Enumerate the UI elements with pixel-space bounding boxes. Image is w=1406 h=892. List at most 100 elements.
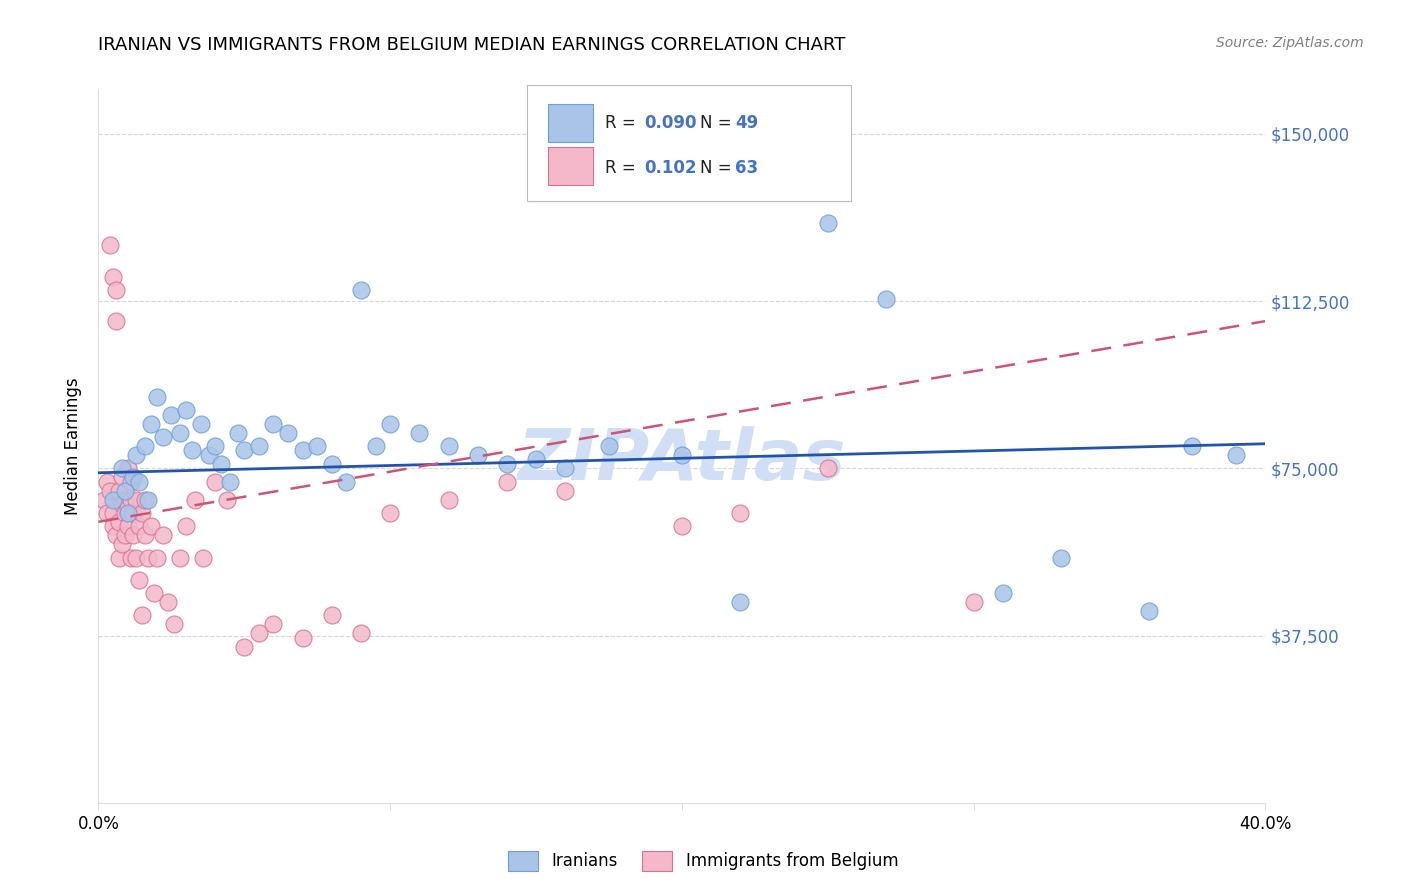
- Point: [1225, 448, 1247, 462]
- Point: [962, 595, 984, 609]
- Point: [991, 586, 1014, 600]
- Point: [350, 283, 373, 297]
- Point: [131, 506, 153, 520]
- Point: [122, 506, 145, 520]
- Point: [125, 550, 148, 565]
- Point: [131, 608, 153, 623]
- Point: [108, 483, 131, 498]
- Point: [671, 448, 693, 462]
- Point: [554, 483, 576, 498]
- Point: [233, 443, 256, 458]
- Point: [180, 443, 202, 458]
- Point: [120, 492, 142, 507]
- Point: [146, 390, 169, 404]
- Point: [125, 448, 148, 462]
- Text: ZIPAtlas: ZIPAtlas: [517, 425, 846, 495]
- Point: [817, 461, 839, 475]
- Point: [139, 519, 162, 533]
- Point: [128, 573, 150, 587]
- Point: [93, 492, 115, 507]
- Point: [101, 492, 124, 507]
- Point: [218, 475, 240, 489]
- Point: [160, 408, 183, 422]
- Point: [496, 475, 519, 489]
- Point: [1050, 550, 1073, 565]
- Point: [96, 475, 118, 489]
- Text: 0.102: 0.102: [644, 159, 696, 177]
- Point: [193, 550, 215, 565]
- Text: IRANIAN VS IMMIGRANTS FROM BELGIUM MEDIAN EARNINGS CORRELATION CHART: IRANIAN VS IMMIGRANTS FROM BELGIUM MEDIA…: [98, 36, 846, 54]
- Text: 0.090: 0.090: [644, 114, 696, 132]
- Point: [111, 537, 134, 551]
- Text: N =: N =: [700, 114, 737, 132]
- Point: [157, 595, 180, 609]
- Text: 49: 49: [735, 114, 759, 132]
- Point: [262, 617, 284, 632]
- Point: [198, 448, 221, 462]
- Point: [598, 439, 620, 453]
- Point: [134, 439, 156, 453]
- Point: [247, 439, 270, 453]
- Point: [321, 457, 343, 471]
- Text: R =: R =: [605, 114, 641, 132]
- Point: [136, 492, 159, 507]
- Point: [122, 470, 145, 484]
- Point: [114, 492, 136, 507]
- Point: [1181, 439, 1204, 453]
- Point: [152, 528, 174, 542]
- Point: [134, 528, 156, 542]
- Point: [104, 528, 127, 542]
- Point: [125, 492, 148, 507]
- Point: [142, 586, 165, 600]
- Point: [307, 439, 329, 453]
- Point: [128, 475, 150, 489]
- Point: [437, 492, 460, 507]
- Point: [875, 292, 897, 306]
- Legend: Iranians, Immigrants from Belgium: Iranians, Immigrants from Belgium: [499, 842, 907, 880]
- Point: [104, 314, 127, 328]
- Point: [209, 457, 232, 471]
- Point: [183, 492, 205, 507]
- Point: [101, 506, 124, 520]
- Point: [111, 470, 134, 484]
- Point: [114, 483, 136, 498]
- Point: [190, 417, 212, 431]
- Point: [117, 501, 139, 516]
- Point: [111, 461, 134, 475]
- Point: [262, 417, 284, 431]
- Point: [139, 417, 162, 431]
- Point: [247, 626, 270, 640]
- Point: [114, 528, 136, 542]
- Point: [350, 626, 373, 640]
- Point: [730, 595, 752, 609]
- Point: [96, 506, 118, 520]
- Point: [98, 238, 121, 252]
- Text: Source: ZipAtlas.com: Source: ZipAtlas.com: [1216, 36, 1364, 50]
- Point: [215, 492, 238, 507]
- Point: [108, 550, 131, 565]
- Point: [817, 216, 839, 230]
- Point: [111, 497, 134, 511]
- Point: [380, 506, 402, 520]
- Point: [117, 519, 139, 533]
- Point: [233, 640, 256, 654]
- Y-axis label: Median Earnings: Median Earnings: [65, 377, 83, 515]
- Point: [554, 461, 576, 475]
- Point: [228, 425, 250, 440]
- Point: [364, 439, 387, 453]
- Point: [98, 483, 121, 498]
- Point: [152, 430, 174, 444]
- Point: [174, 403, 197, 417]
- Point: [730, 506, 752, 520]
- Point: [169, 425, 191, 440]
- Point: [467, 448, 489, 462]
- Point: [408, 425, 430, 440]
- Point: [146, 550, 169, 565]
- Point: [122, 528, 145, 542]
- Text: N =: N =: [700, 159, 737, 177]
- Point: [291, 631, 314, 645]
- Point: [108, 515, 131, 529]
- Point: [174, 519, 197, 533]
- Point: [128, 519, 150, 533]
- Point: [496, 457, 519, 471]
